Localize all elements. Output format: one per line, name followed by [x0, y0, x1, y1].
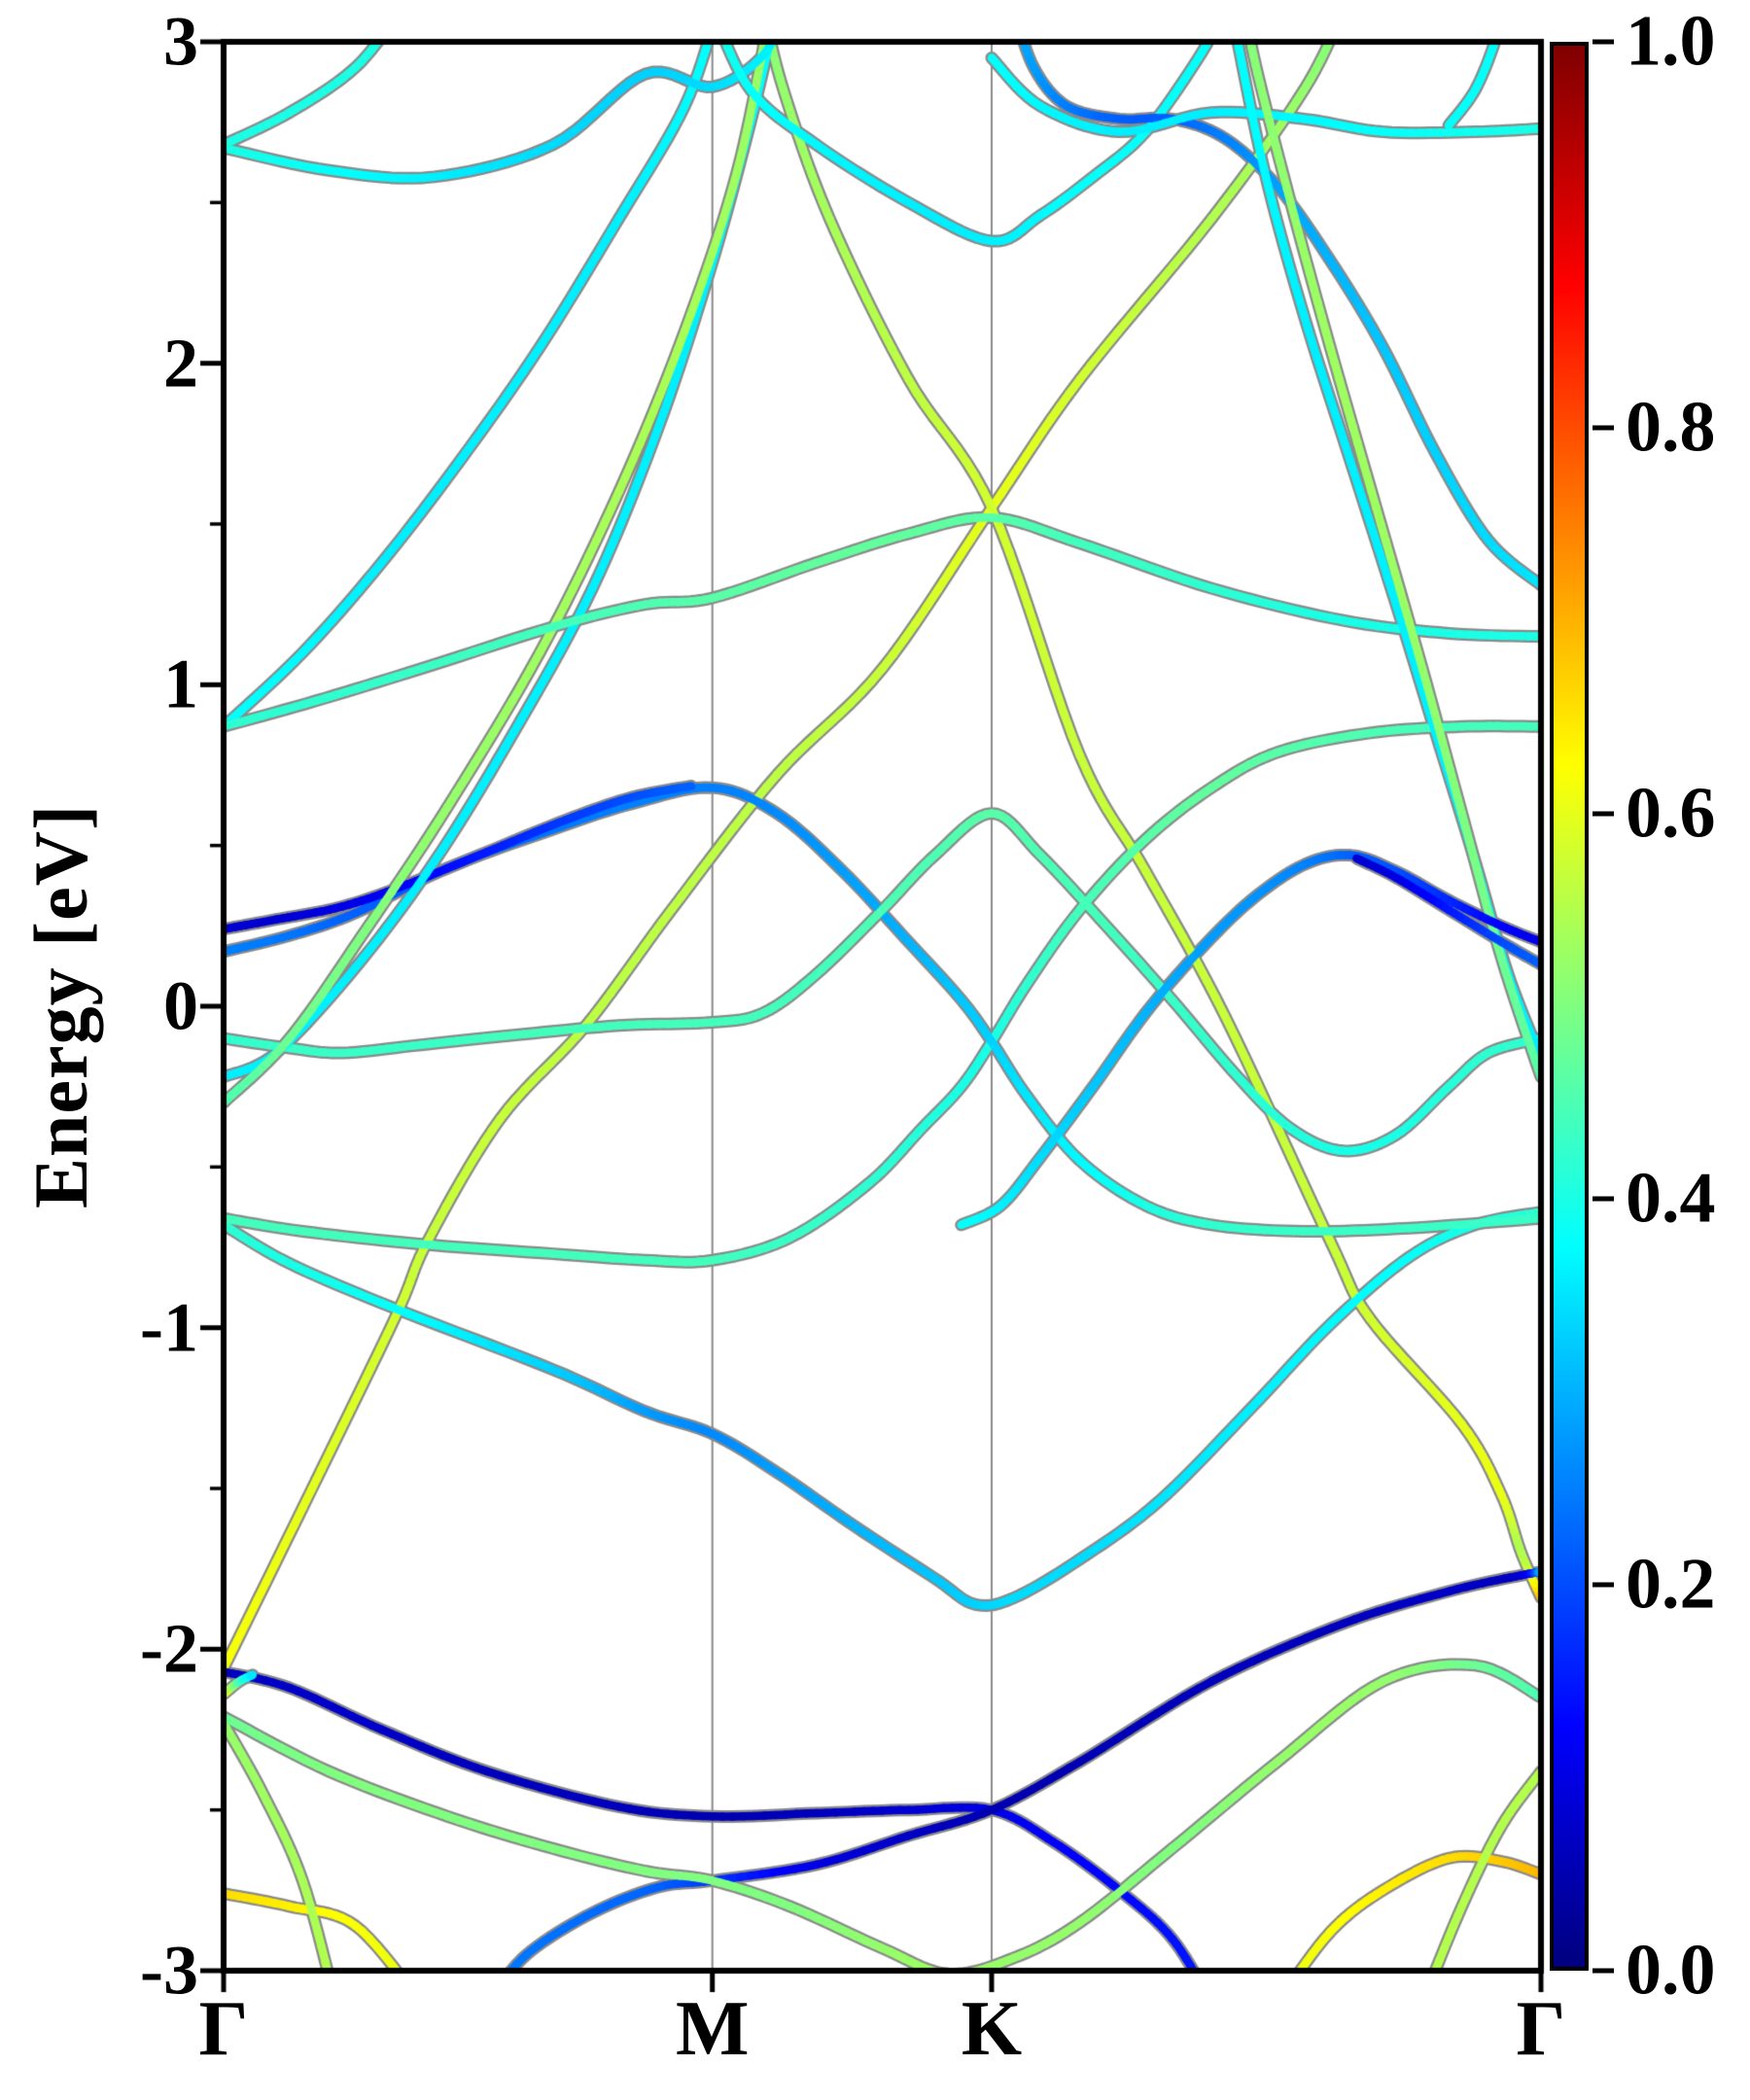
colorbar-tick-label: 0.6 — [1626, 773, 1716, 854]
colorbar-tick-label: 0.4 — [1626, 1158, 1716, 1239]
colorbar-tick — [1592, 39, 1614, 45]
y-tick-label: 1 — [163, 645, 198, 723]
x-tick-label: K — [961, 1986, 1023, 2072]
colorbar — [1550, 42, 1589, 1971]
y-tick-label: -1 — [140, 1288, 198, 1367]
colorbar-tick — [1592, 1582, 1614, 1588]
y-tick-label: 3 — [163, 2, 198, 81]
colorbar-tick-label: 0.8 — [1626, 387, 1716, 468]
x-tick-label: Γ — [1516, 1986, 1566, 2072]
y-tick-label: -3 — [140, 1931, 198, 2010]
x-tick-label: Γ — [198, 1986, 249, 2072]
colorbar-tick — [1592, 1968, 1614, 1974]
y-tick-label: 0 — [163, 966, 198, 1045]
x-tick-label: M — [675, 1986, 750, 2072]
colorbar-tick — [1592, 425, 1614, 431]
colorbar-tick-label: 0.2 — [1626, 1544, 1716, 1625]
colorbar-tick-label: 1.0 — [1626, 1, 1716, 82]
colorbar-tick-label: 0.0 — [1626, 1930, 1716, 2011]
y-axis-title: Energy [eV] — [18, 803, 103, 1209]
y-tick-label: 2 — [163, 324, 198, 402]
colorbar-tick — [1592, 811, 1614, 817]
y-tick-label: -2 — [140, 1609, 198, 1688]
colorbar-tick — [1592, 1196, 1614, 1202]
